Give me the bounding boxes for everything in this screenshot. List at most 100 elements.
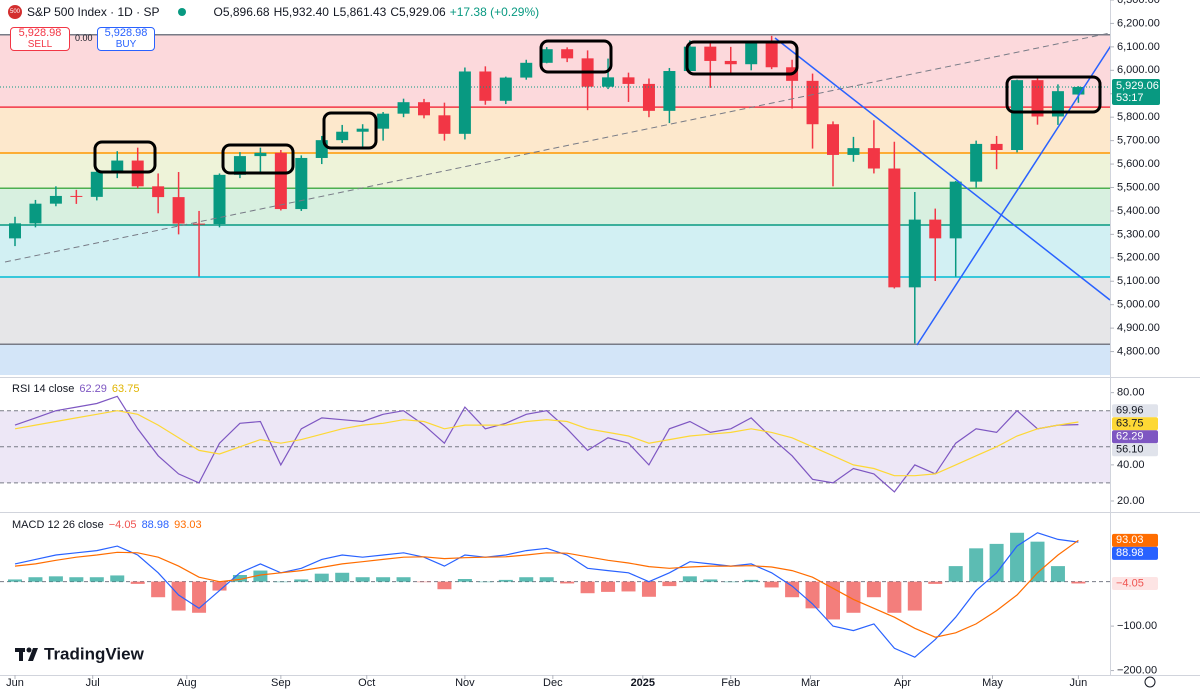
histogram-bar (539, 577, 554, 582)
y-tick-label: 5,100.00 (1117, 275, 1160, 287)
histogram-bar (28, 577, 43, 582)
histogram-bar (948, 566, 963, 582)
marker-label-box (1112, 443, 1158, 457)
buy-button[interactable]: 5,928.98 BUY (97, 27, 155, 51)
candle-body (458, 71, 471, 134)
candle-body (1031, 80, 1044, 117)
level-band (0, 153, 1110, 189)
histogram-bar (232, 575, 247, 582)
status-dot (177, 8, 186, 16)
candle-body (336, 131, 349, 141)
trend-line (774, 37, 1110, 301)
histogram-bar (1030, 541, 1045, 582)
x-tick-label: Dec (543, 677, 563, 689)
ohlc-high: H5,932.40 (273, 5, 329, 19)
macd-legend: MACD 12 26 close −4.05 88.98 93.03 (12, 519, 207, 531)
sell-price: 5,928.98 (18, 27, 62, 39)
settings-icon[interactable] (1144, 676, 1156, 688)
trend-line (4, 32, 1110, 263)
sell-button[interactable]: 5,928.98 SELL (10, 27, 70, 51)
symbol-title[interactable]: S&P 500 Index · 1D · SP (27, 5, 160, 19)
histogram-bar (989, 543, 1004, 582)
candle-body (49, 195, 62, 204)
buy-label: BUY (115, 39, 137, 50)
histogram-bar (621, 581, 636, 592)
rsi-title[interactable]: RSI 14 close (12, 383, 75, 395)
y-tick-label: 20.00 (1117, 495, 1145, 507)
series-last-label: 88.98 (1116, 547, 1144, 559)
ohlc-low: L5,861.43 (332, 5, 387, 19)
marker-label: 69.96 (1116, 405, 1144, 417)
candle-body (970, 143, 983, 182)
histogram-bar (907, 581, 922, 611)
candle-body (602, 77, 615, 87)
last-price-label: 5,929.06 (1116, 80, 1159, 92)
highlight-box (221, 143, 295, 175)
y-tick-label: 5,600.00 (1117, 158, 1160, 170)
candle-body (642, 83, 655, 111)
candle-body (540, 49, 553, 63)
spread: 0.00 (75, 33, 93, 43)
candle-body (295, 157, 308, 210)
candle-body (949, 181, 962, 239)
x-tick-label: Feb (721, 677, 740, 689)
highlight-box (93, 140, 157, 174)
candle-body (356, 128, 369, 132)
candle-body (704, 46, 717, 61)
y-tick-label: −200.00 (1117, 664, 1157, 676)
marker-label-box (1112, 404, 1158, 418)
y-tick-label: 6,300.00 (1117, 0, 1160, 6)
candle-body (1051, 91, 1064, 117)
histogram-bar (662, 581, 677, 587)
x-tick-label: May (982, 677, 1003, 689)
candle-body (663, 71, 676, 111)
histogram-bar (294, 579, 309, 582)
candle-body (70, 195, 83, 197)
highlight-box (1005, 75, 1102, 114)
candle-body (254, 152, 267, 157)
candle-body (90, 171, 103, 197)
candle-body (867, 148, 880, 169)
y-tick-label: 40.00 (1117, 459, 1145, 471)
candle-body (1072, 86, 1085, 95)
histogram-last-label: −4.05 (1116, 577, 1144, 589)
candle-body (111, 160, 124, 172)
candle-body (274, 152, 287, 210)
y-tick-label: 5,000.00 (1117, 299, 1160, 311)
candle-body (724, 60, 737, 65)
histogram-bar (928, 581, 943, 584)
histogram-bar (457, 579, 472, 582)
histogram-bar (764, 581, 779, 588)
histogram-bar (335, 572, 350, 582)
y-tick-label: 5,300.00 (1117, 228, 1160, 240)
macd-title[interactable]: MACD 12 26 close (12, 519, 104, 531)
drawings (4, 32, 1110, 346)
histogram-bar (641, 581, 656, 597)
histogram-bar (560, 581, 575, 584)
countdown: 53:17 (1116, 92, 1144, 104)
signal-value: 93.03 (174, 519, 202, 531)
x-tick-label: Oct (358, 677, 375, 689)
histogram-bar (376, 577, 391, 582)
candle-body (847, 148, 860, 155)
histogram-bar (437, 581, 452, 590)
candle-body (418, 102, 430, 116)
candle-body (315, 140, 328, 158)
histogram-bar (1071, 581, 1086, 584)
level-band (0, 344, 1110, 375)
y-tick-label: 5,500.00 (1117, 181, 1160, 193)
candle-body (1011, 80, 1024, 150)
x-tick-label: Jun (6, 677, 24, 689)
macd-line (14, 532, 1079, 658)
rsi-ma-value: 63.75 (111, 383, 140, 395)
histogram-bar (1050, 566, 1065, 582)
y-tick-label: 6,000.00 (1117, 64, 1160, 76)
rsi-line (14, 395, 1079, 493)
candle-body (438, 115, 451, 134)
candle-body (499, 77, 512, 101)
trend-line (916, 45, 1110, 346)
candle-body (29, 203, 42, 224)
candle-body (397, 102, 410, 114)
macd-line (14, 539, 1079, 638)
x-tick-label: Mar (801, 677, 820, 689)
